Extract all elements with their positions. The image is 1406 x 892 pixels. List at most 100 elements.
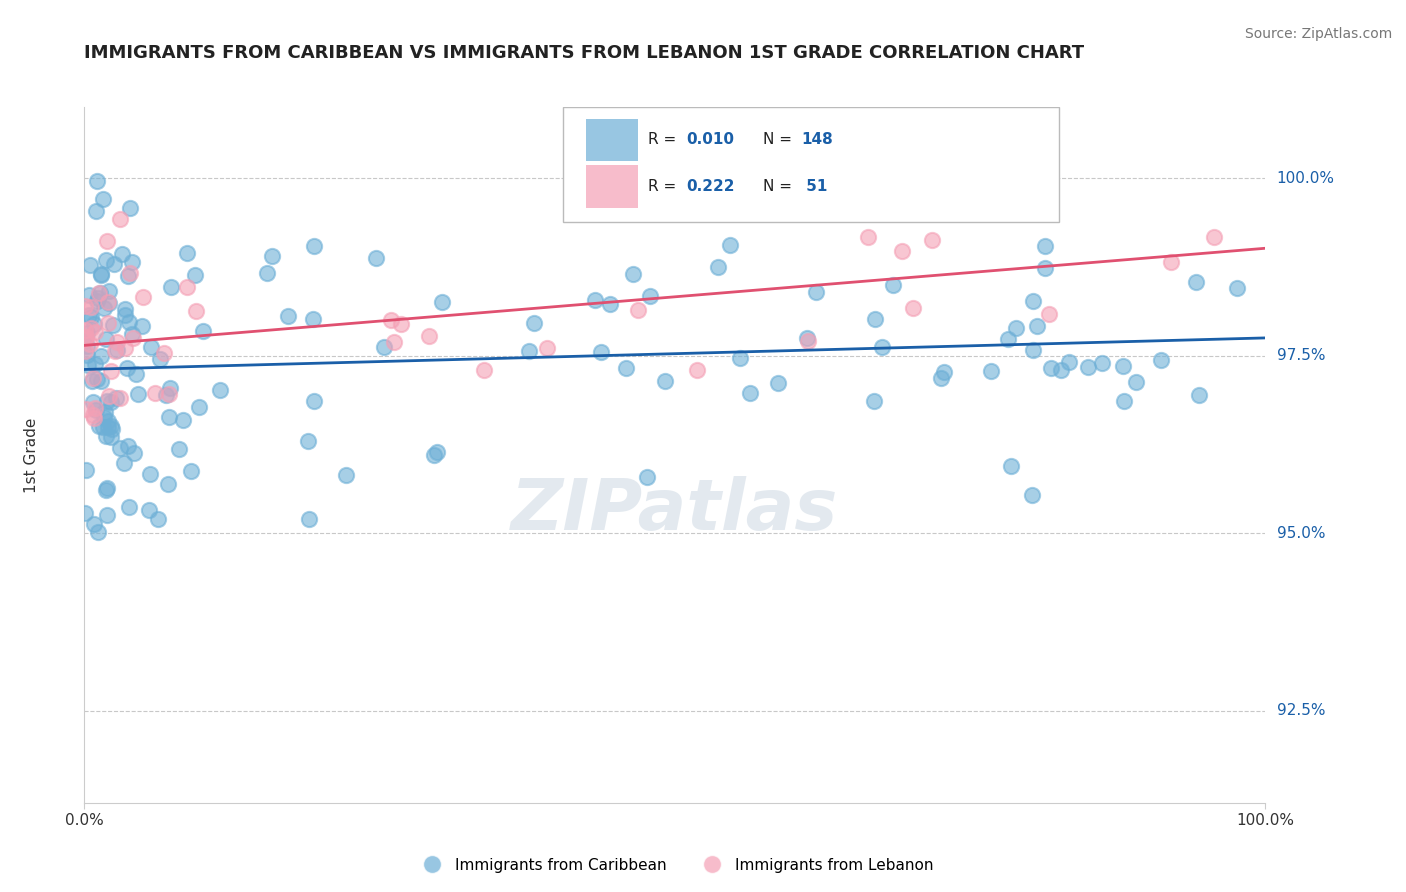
Point bbox=[1125, 375, 1147, 389]
Point bbox=[114, 302, 136, 317]
Point bbox=[517, 344, 540, 359]
Point bbox=[796, 334, 818, 348]
Point bbox=[1150, 353, 1173, 368]
Point bbox=[423, 448, 446, 462]
Point bbox=[75, 463, 97, 477]
Point bbox=[96, 253, 118, 268]
Point bbox=[1025, 319, 1047, 334]
Point bbox=[1049, 363, 1071, 377]
Point bbox=[105, 391, 128, 405]
Point bbox=[76, 326, 98, 340]
Point bbox=[96, 481, 118, 495]
Point bbox=[804, 285, 827, 299]
Point bbox=[157, 410, 180, 425]
Point bbox=[931, 370, 953, 384]
Point bbox=[160, 280, 183, 294]
Point bbox=[901, 301, 924, 315]
Point bbox=[882, 278, 904, 293]
Point bbox=[1160, 255, 1182, 269]
Point bbox=[302, 393, 325, 408]
Point bbox=[943, 197, 966, 211]
Point bbox=[100, 422, 122, 436]
Point bbox=[108, 442, 131, 456]
Text: R =: R = bbox=[648, 132, 681, 147]
Point bbox=[148, 512, 170, 526]
Point bbox=[93, 409, 115, 424]
Point bbox=[738, 386, 761, 401]
Point bbox=[82, 394, 104, 409]
Legend: Immigrants from Caribbean, Immigrants from Lebanon: Immigrants from Caribbean, Immigrants fr… bbox=[411, 852, 939, 879]
Point bbox=[260, 249, 283, 263]
Point bbox=[79, 308, 101, 322]
Point bbox=[302, 239, 325, 253]
Point bbox=[1112, 359, 1135, 373]
Point bbox=[1114, 394, 1136, 409]
Point bbox=[921, 233, 943, 247]
Point bbox=[256, 266, 278, 280]
Point bbox=[141, 340, 163, 354]
Point bbox=[84, 357, 107, 371]
Point bbox=[191, 324, 214, 338]
Text: 148: 148 bbox=[801, 132, 832, 147]
Point bbox=[97, 389, 120, 403]
Point bbox=[208, 383, 231, 397]
Text: 51: 51 bbox=[801, 179, 828, 194]
Point bbox=[366, 251, 388, 265]
Point bbox=[125, 367, 148, 381]
Point bbox=[1038, 307, 1060, 321]
Point bbox=[301, 311, 323, 326]
Point bbox=[94, 483, 117, 497]
Point bbox=[75, 330, 97, 344]
Point bbox=[115, 361, 138, 376]
Point bbox=[1033, 261, 1056, 276]
Point bbox=[149, 351, 172, 366]
Point bbox=[90, 374, 112, 388]
Text: 0.222: 0.222 bbox=[686, 179, 735, 194]
Point bbox=[104, 344, 127, 359]
Point bbox=[111, 247, 134, 261]
Text: N =: N = bbox=[763, 132, 797, 147]
Point bbox=[76, 358, 98, 372]
Point bbox=[97, 414, 120, 428]
Point bbox=[93, 301, 115, 315]
Point bbox=[122, 331, 145, 345]
Point bbox=[707, 260, 730, 274]
Point bbox=[536, 341, 558, 355]
Point bbox=[91, 192, 114, 206]
Point bbox=[86, 402, 108, 417]
Point bbox=[73, 323, 96, 337]
FancyBboxPatch shape bbox=[586, 166, 638, 208]
Point bbox=[621, 267, 644, 281]
Point bbox=[627, 302, 650, 317]
Point bbox=[143, 386, 166, 401]
Point bbox=[382, 334, 405, 349]
Point bbox=[100, 419, 122, 434]
Point bbox=[80, 300, 103, 314]
Point bbox=[863, 311, 886, 326]
Point bbox=[176, 245, 198, 260]
Point bbox=[122, 445, 145, 459]
Point bbox=[183, 268, 205, 282]
Point bbox=[1039, 361, 1062, 376]
Point bbox=[118, 315, 141, 329]
Point bbox=[768, 376, 790, 390]
Point bbox=[83, 516, 105, 531]
Point bbox=[98, 296, 121, 310]
Point bbox=[426, 445, 449, 459]
Point bbox=[108, 391, 131, 405]
Point bbox=[96, 394, 118, 409]
Point bbox=[97, 284, 120, 298]
Point bbox=[1090, 355, 1112, 369]
Point bbox=[112, 456, 135, 470]
Point bbox=[79, 288, 101, 302]
Text: ZIPatlas: ZIPatlas bbox=[512, 476, 838, 545]
Point bbox=[380, 313, 402, 327]
Point bbox=[132, 290, 155, 304]
Point bbox=[118, 500, 141, 515]
Point bbox=[654, 374, 676, 388]
Point bbox=[75, 507, 97, 521]
Point bbox=[796, 331, 818, 345]
Point bbox=[96, 508, 118, 523]
Point bbox=[82, 374, 104, 388]
Point bbox=[101, 318, 124, 333]
